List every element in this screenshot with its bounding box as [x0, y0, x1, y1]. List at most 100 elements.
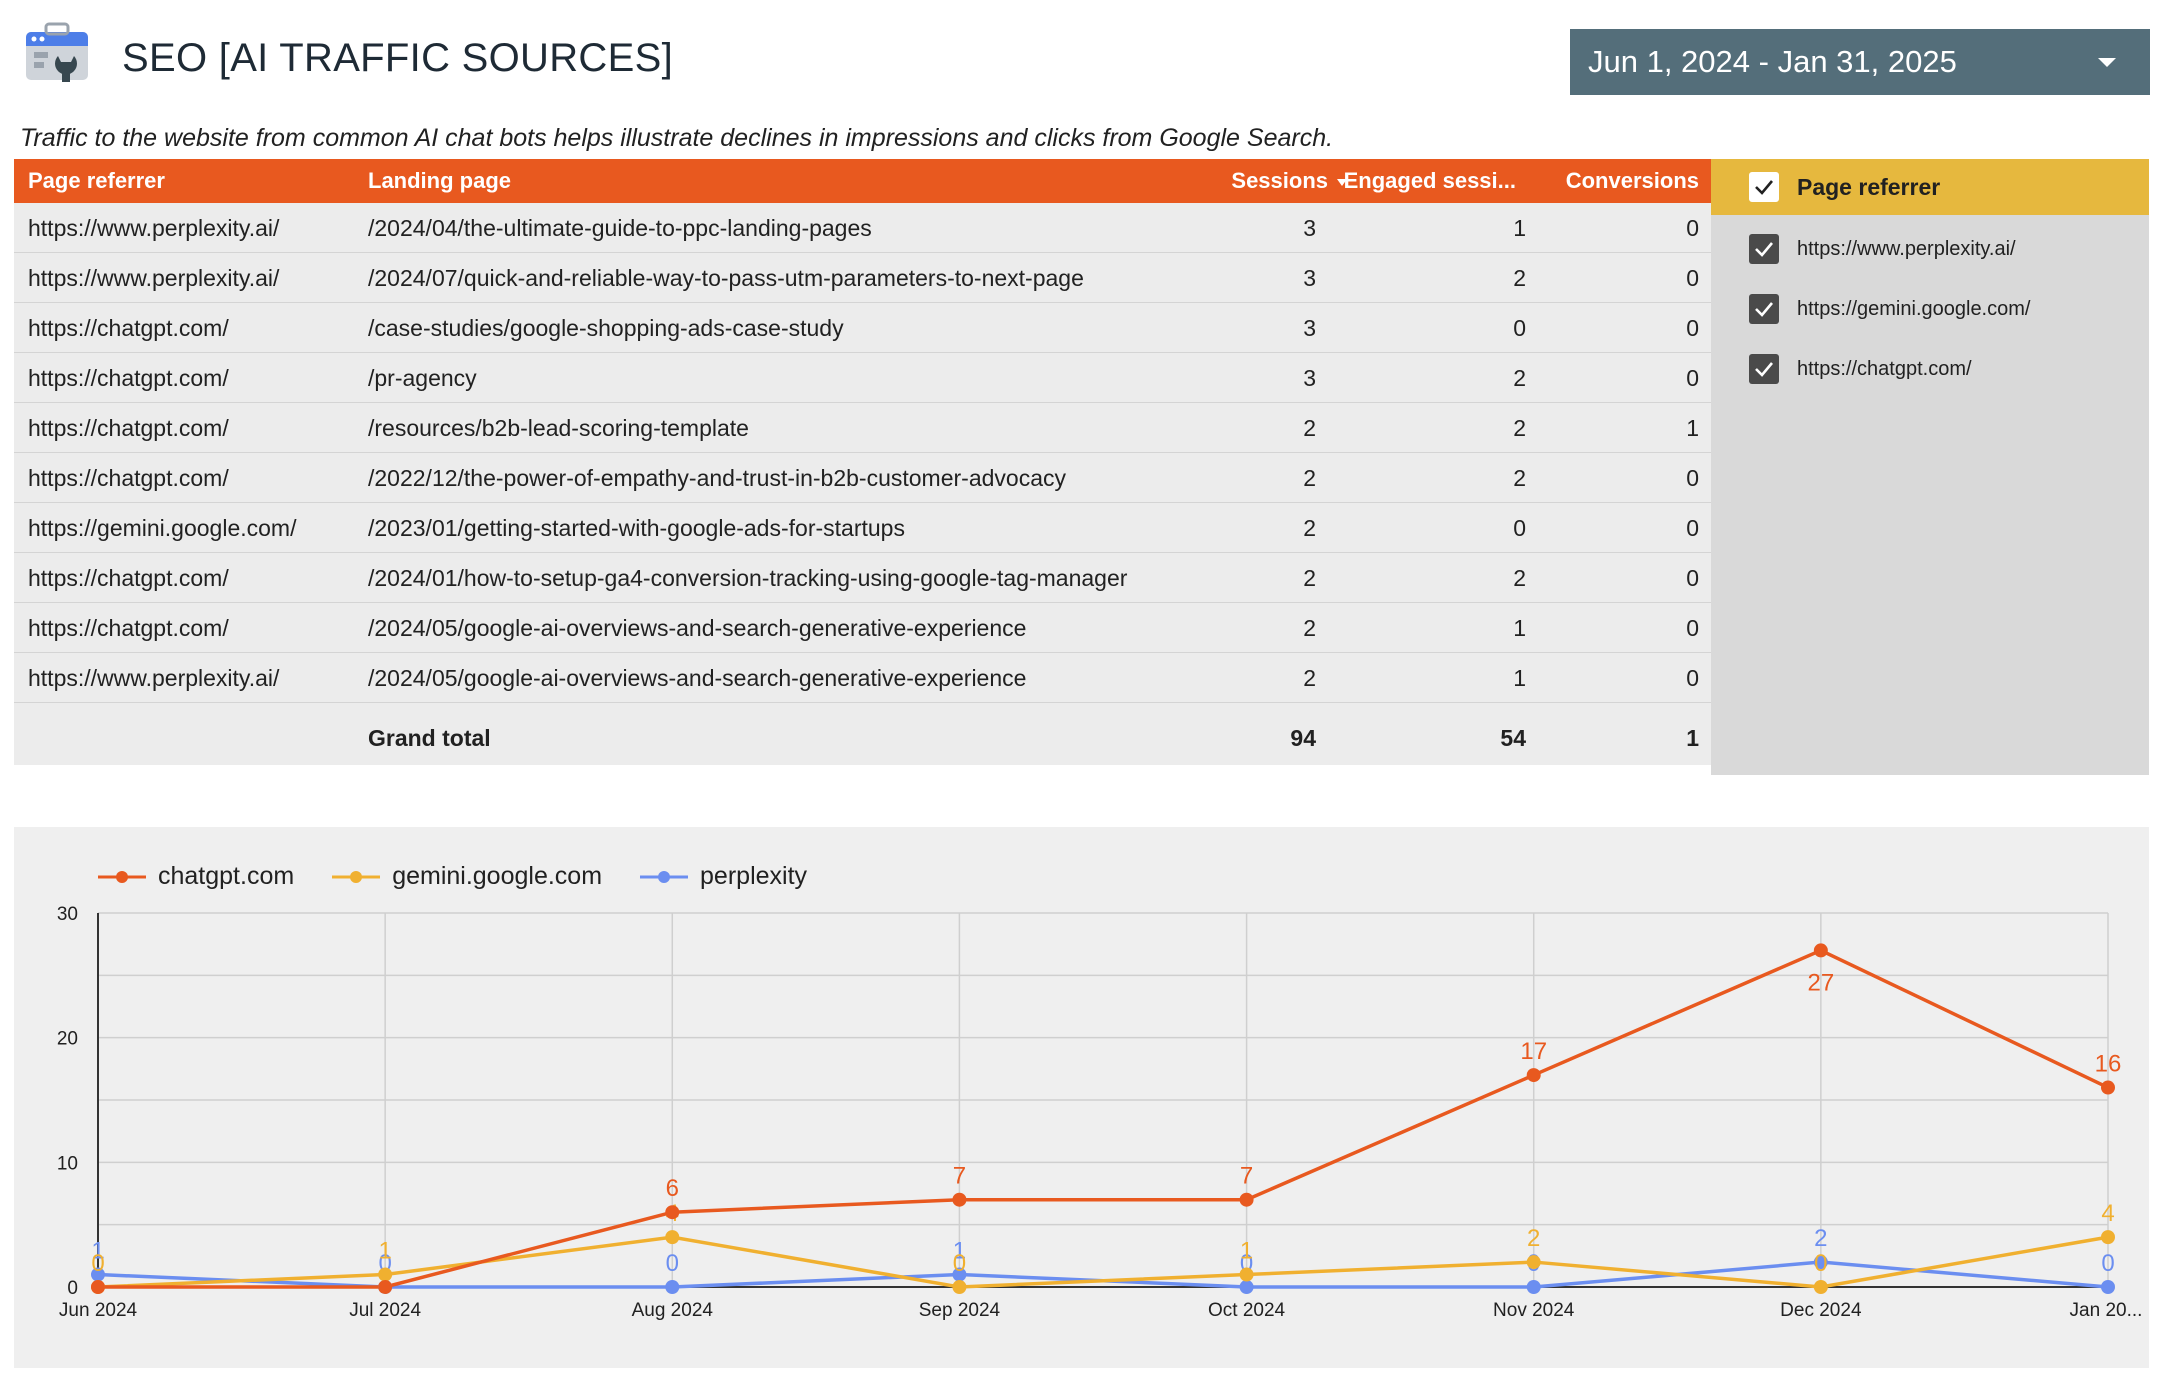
checkbox-select-all[interactable]	[1749, 172, 1779, 202]
column-header-conversions[interactable]: Conversions	[1565, 168, 1699, 193]
filter-option[interactable]: https://www.perplexity.ai/	[1711, 219, 2149, 279]
table-row[interactable]: https://chatgpt.com/ /pr-agency 3 2 0	[14, 353, 1711, 403]
data-point	[91, 1280, 105, 1294]
data-point	[1239, 1192, 1254, 1207]
table-grand-total-row: Grand total 94 54 1	[14, 703, 1711, 765]
column-header-engaged-sessions[interactable]: Engaged sessi...	[1343, 168, 1516, 193]
cell-sessions: 3	[1303, 215, 1316, 241]
cell-conversions: 0	[1686, 565, 1699, 591]
date-range-picker[interactable]: Jun 1, 2024 - Jan 31, 2025	[1570, 29, 2150, 95]
legend-item[interactable]: gemini.google.com	[332, 862, 602, 891]
data-label: 1	[1240, 1238, 1253, 1265]
data-label: 0	[2101, 1250, 2114, 1277]
data-label: 0	[953, 1250, 966, 1277]
cell-page-referrer: https://chatgpt.com/	[28, 365, 229, 391]
x-tick-label: Nov 2024	[1493, 1300, 1575, 1321]
check-icon	[1755, 302, 1773, 317]
cell-conversions: 0	[1686, 215, 1699, 241]
cell-landing-page: /2023/01/getting-started-with-google-ads…	[368, 515, 905, 541]
legend-item[interactable]: perplexity	[640, 862, 807, 891]
checkbox-checked[interactable]	[1749, 294, 1779, 324]
cell-page-referrer: https://chatgpt.com/	[28, 315, 229, 341]
cell-conversions: 0	[1686, 315, 1699, 341]
data-label: 7	[953, 1163, 966, 1190]
legend-label: chatgpt.com	[158, 862, 295, 890]
cell-conversions: 0	[1686, 365, 1699, 391]
x-tick-label: Aug 2024	[632, 1300, 714, 1321]
filter-title: Page referrer	[1797, 173, 1941, 200]
cell-sessions: 2	[1303, 515, 1316, 541]
data-label: 1	[953, 1238, 966, 1265]
cell-page-referrer: https://chatgpt.com/	[28, 565, 229, 591]
data-point	[952, 1267, 967, 1282]
data-point	[378, 1280, 393, 1294]
date-range-value: Jun 1, 2024 - Jan 31, 2025	[1588, 44, 1957, 79]
data-point	[2101, 1080, 2115, 1095]
data-point	[2101, 1280, 2115, 1294]
cell-sessions: 2	[1303, 565, 1316, 591]
column-header-landing-page[interactable]: Landing page	[368, 168, 511, 193]
referrer-table: Page referrer Landing page Sessions Enga…	[14, 159, 1711, 765]
x-tick-label: Jul 2024	[349, 1300, 421, 1321]
cell-page-referrer: https://www.perplexity.ai/	[28, 215, 280, 241]
cell-landing-page: /2024/05/google-ai-overviews-and-search-…	[368, 665, 1027, 691]
cell-sessions: 3	[1303, 265, 1316, 291]
cell-page-referrer: https://chatgpt.com/	[28, 465, 229, 491]
table-row[interactable]: https://www.perplexity.ai/ /2024/04/the-u…	[14, 203, 1711, 253]
cell-landing-page: /case-studies/google-shopping-ads-case-s…	[368, 315, 844, 341]
table-row[interactable]: https://chatgpt.com/ /2024/05/google-ai-o…	[14, 603, 1711, 653]
chart-legend: chatgpt.com gemini.google.com perplexity	[98, 862, 845, 891]
series-line-gemini-google-com	[97, 1235, 2109, 1289]
cell-conversions: 0	[1686, 615, 1699, 641]
y-tick-label: 0	[67, 1278, 78, 1299]
table-body: https://www.perplexity.ai/ /2024/04/the-u…	[14, 203, 1711, 703]
cell-conversions: 0	[1686, 265, 1699, 291]
column-header-sessions[interactable]: Sessions	[1231, 159, 1347, 203]
dropdown-caret-icon	[2098, 57, 2116, 67]
data-label: 27	[1808, 969, 1835, 996]
checkbox-checked[interactable]	[1749, 354, 1779, 384]
table-row[interactable]: https://chatgpt.com/ /case-studies/google…	[14, 303, 1711, 353]
x-tick-label: Sep 2024	[919, 1300, 1001, 1321]
data-label: 1	[378, 1238, 391, 1265]
cell-conversions: 0	[1686, 465, 1699, 491]
cell-engaged-sessions: 1	[1513, 215, 1526, 241]
data-point	[1813, 943, 1828, 958]
cell-engaged-sessions: 0	[1513, 515, 1526, 541]
data-label: 6	[666, 1175, 679, 1202]
cell-engaged-sessions: 1	[1513, 665, 1526, 691]
grand-total-label: Grand total	[368, 725, 491, 751]
grand-total-conversions: 1	[1686, 725, 1699, 751]
cell-landing-page: /2022/12/the-power-of-empathy-and-trust-…	[368, 465, 1066, 491]
filter-option-label: https://chatgpt.com/	[1797, 357, 1972, 380]
table-row[interactable]: https://chatgpt.com/ /2024/01/how-to-setu…	[14, 553, 1711, 603]
grand-total-sessions: 94	[1290, 725, 1316, 751]
cell-page-referrer: https://gemini.google.com/	[28, 515, 297, 541]
series-line-chatgpt-com	[98, 948, 2109, 1289]
table-row[interactable]: https://gemini.google.com/ /2023/01/getti…	[14, 503, 1711, 553]
filter-option[interactable]: https://gemini.google.com/	[1711, 279, 2149, 339]
table-row[interactable]: https://chatgpt.com/ /resources/b2b-lead-…	[14, 403, 1711, 453]
filter-select-all[interactable]: Page referrer	[1711, 159, 2149, 215]
cell-sessions: 2	[1303, 665, 1316, 691]
filter-option[interactable]: https://chatgpt.com/	[1711, 339, 2149, 399]
x-tick-label: Jan 20...	[2070, 1300, 2143, 1321]
checkbox-checked[interactable]	[1749, 234, 1779, 264]
column-header-page-referrer[interactable]: Page referrer	[28, 168, 165, 193]
cell-landing-page: /resources/b2b-lead-scoring-template	[368, 415, 749, 441]
table-row[interactable]: https://www.perplexity.ai/ /2024/05/googl…	[14, 653, 1711, 703]
grand-total-engaged: 54	[1500, 725, 1526, 751]
data-point	[2101, 1230, 2115, 1245]
check-icon	[1755, 362, 1773, 377]
data-point	[665, 1230, 680, 1245]
table-row[interactable]: https://chatgpt.com/ /2022/12/the-power-o…	[14, 453, 1711, 503]
cell-page-referrer: https://www.perplexity.ai/	[28, 665, 280, 691]
chart-card	[14, 827, 2149, 1368]
cell-conversions: 1	[1686, 415, 1699, 441]
table-row[interactable]: https://www.perplexity.ai/ /2024/07/quick…	[14, 253, 1711, 303]
legend-item[interactable]: chatgpt.com	[98, 862, 294, 891]
cell-conversions: 0	[1686, 665, 1699, 691]
legend-label: perplexity	[700, 862, 808, 890]
cell-page-referrer: https://chatgpt.com/	[28, 415, 229, 441]
